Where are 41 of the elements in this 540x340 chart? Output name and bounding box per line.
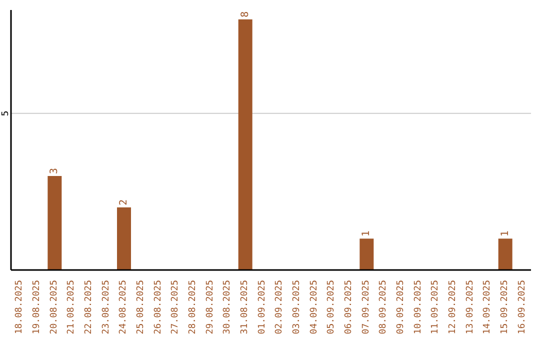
x-tick-label: 02.09.2025	[274, 280, 285, 334]
x-tick-label: 22.08.2025	[84, 280, 94, 334]
bar	[360, 238, 374, 270]
bar	[238, 19, 252, 270]
x-tick-label: 24.08.2025	[118, 280, 129, 334]
x-tick-label: 27.08.2025	[170, 280, 181, 334]
x-tick-label: 14.09.2025	[482, 280, 493, 334]
x-tick-label: 03.09.2025	[292, 280, 302, 334]
x-tick-label: 08.09.2025	[378, 280, 389, 334]
x-tick-label: 09.09.2025	[396, 280, 406, 334]
data-label: 1	[500, 230, 511, 237]
x-tick-label: 12.09.2025	[448, 280, 458, 334]
x-tick-label: 31.08.2025	[240, 280, 250, 334]
x-tick-label: 23.08.2025	[101, 280, 112, 334]
bar	[498, 238, 512, 270]
x-tick-label: 30.08.2025	[222, 280, 233, 334]
x-tick-label: 06.09.2025	[344, 280, 354, 334]
x-tick-label: 13.09.2025	[465, 280, 476, 334]
x-tick-label: 18.08.2025	[14, 280, 25, 334]
x-tick-label: 26.08.2025	[153, 280, 164, 334]
x-tick-label: 29.08.2025	[205, 280, 216, 334]
x-tick-label: 20.08.2025	[49, 280, 60, 334]
x-tick-label: 16.09.2025	[517, 280, 528, 334]
data-label: 1	[361, 230, 372, 237]
data-label: 8	[240, 11, 251, 18]
y-tick-label: 5	[1, 110, 11, 116]
data-label: 2	[118, 199, 130, 206]
x-tick-label: 05.09.2025	[326, 280, 337, 334]
data-label: 3	[49, 168, 60, 174]
x-tick-label: 04.09.2025	[309, 280, 320, 334]
x-tick-label: 21.08.2025	[66, 280, 77, 334]
bar	[48, 176, 62, 270]
x-tick-label: 15.09.2025	[500, 280, 510, 334]
bar	[117, 207, 131, 270]
x-tick-label: 19.08.2025	[32, 280, 42, 334]
x-tick-label: 07.09.2025	[361, 280, 372, 334]
x-tick-label: 10.09.2025	[413, 280, 424, 334]
x-tick-label: 01.09.2025	[257, 280, 268, 334]
x-tick-label: 28.08.2025	[188, 280, 198, 334]
x-tick-label: 11.09.2025	[430, 280, 441, 334]
x-tick-label: 25.08.2025	[136, 280, 146, 334]
